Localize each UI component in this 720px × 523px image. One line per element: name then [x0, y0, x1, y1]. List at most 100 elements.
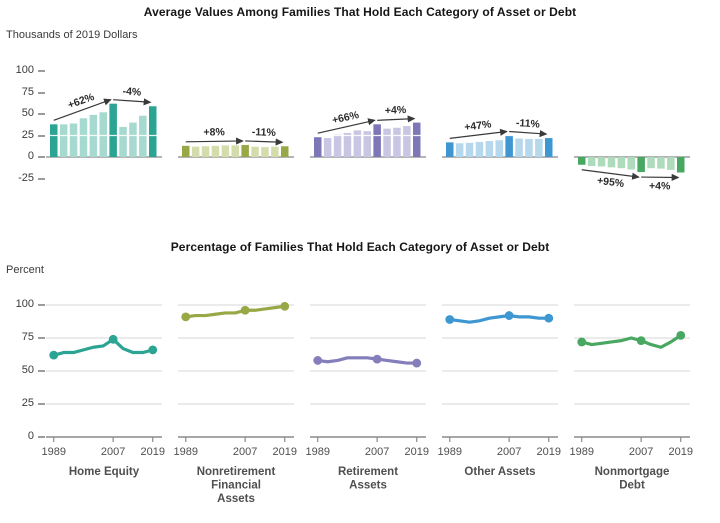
- bar-1992: [59, 124, 68, 157]
- annotation-arrow: [53, 98, 112, 121]
- bar-2001: [221, 145, 230, 157]
- category-label: Assets: [349, 480, 387, 492]
- bar-2016: [271, 146, 279, 157]
- data-point-1989: [445, 315, 455, 324]
- y-tick-label: 50: [21, 364, 34, 376]
- annotation-label: +62%: [66, 91, 96, 112]
- y-tick-label: 100: [15, 64, 34, 76]
- bar-2001: [485, 141, 494, 157]
- bar-2013: [393, 127, 401, 157]
- bar-2019: [677, 157, 685, 173]
- data-point-2019: [280, 301, 290, 311]
- category-label: Financial: [211, 480, 261, 492]
- data-point-2007: [504, 311, 514, 320]
- y-tick-mark: [38, 304, 45, 306]
- bar-2007: [373, 124, 381, 157]
- bar-2016: [403, 126, 411, 157]
- data-point-2019: [412, 358, 422, 368]
- y-tick-label: 75: [21, 85, 34, 98]
- bar-2016: [139, 115, 147, 157]
- y-tick-mark: [38, 403, 45, 405]
- x-tick-label: 2019: [405, 446, 429, 458]
- y-tick-mark: [38, 337, 45, 339]
- bar-1989: [50, 124, 58, 157]
- bar-2004: [627, 157, 635, 170]
- data-point-1989: [49, 350, 59, 360]
- bar-1989: [182, 145, 190, 157]
- x-tick-label: 1989: [570, 446, 594, 458]
- bar-1998: [475, 141, 484, 157]
- data-point-2007: [636, 336, 646, 346]
- bar-panel-nonretirement-financial-assets: +8% -11%: [178, 126, 294, 158]
- bar-1995: [597, 157, 606, 167]
- bar-1992: [191, 146, 200, 157]
- category-label: Debt: [619, 480, 645, 492]
- annotation-label: +66%: [331, 109, 361, 127]
- bar-2010: [119, 126, 127, 157]
- y-tick-label: 25: [21, 128, 34, 141]
- annotation-arrow: [245, 138, 284, 146]
- category-label: Nonretirement: [197, 466, 276, 478]
- y-tick-mark: [38, 370, 45, 372]
- data-point-2019: [544, 313, 554, 323]
- bar-1998: [607, 157, 616, 168]
- bar-2004: [99, 112, 107, 157]
- y-tick-mark: [38, 156, 45, 158]
- data-point-2007: [372, 354, 382, 364]
- bar-panel-other-assets: +47% -11%: [442, 117, 558, 158]
- bar-panel-home-equity: +62% -4%: [46, 85, 162, 158]
- bar-2019: [413, 122, 421, 157]
- annotation-arrow: [113, 98, 152, 106]
- data-point-2007: [108, 334, 118, 344]
- category-label: Nonmortgage: [595, 466, 670, 478]
- y-tick-label: -25: [18, 171, 34, 184]
- x-tick-label: 1989: [174, 446, 198, 458]
- y-tick-label: 75: [21, 331, 34, 343]
- annotation-arrow: [449, 128, 508, 139]
- bar-2013: [525, 138, 533, 157]
- bar-panel-retirement-assets: +66% +4%: [310, 104, 426, 158]
- x-tick-label: 1989: [438, 446, 462, 458]
- y-tick-mark: [38, 134, 45, 137]
- annotation-label: +4%: [649, 180, 671, 192]
- bar-panel-nonmortgage-debt: +95% +4%: [574, 156, 690, 192]
- data-point-1989: [577, 337, 587, 347]
- bar-1995: [201, 146, 210, 157]
- bar-2013: [129, 122, 137, 157]
- data-point-1989: [313, 356, 323, 365]
- category-label: Assets: [217, 493, 255, 505]
- x-tick-label: 2019: [537, 446, 561, 458]
- data-point-2019: [676, 330, 686, 340]
- annotation-label: +47%: [464, 118, 493, 133]
- bar-2019: [281, 146, 289, 157]
- bar-1998: [211, 145, 220, 157]
- annotation-arrow: [581, 169, 640, 180]
- bar-2016: [535, 138, 543, 157]
- bar-2010: [251, 146, 259, 157]
- y-tick-mark: [38, 70, 45, 72]
- bar-1995: [333, 134, 342, 157]
- data-line: [184, 304, 287, 319]
- annotation-label: +95%: [596, 175, 625, 190]
- annotation-arrow: [509, 130, 548, 138]
- line-panel-nonmortgage-debt: 1989 2007 2019 Nonmortgage Debt: [570, 304, 693, 492]
- x-tick-label: 2019: [669, 446, 693, 458]
- y-tick-mark: [38, 113, 45, 115]
- data-point-1989: [181, 312, 191, 322]
- annotation-label: +4%: [385, 104, 408, 117]
- annotation-label: -11%: [516, 117, 541, 131]
- x-tick-label: 2007: [233, 446, 257, 458]
- bar-1995: [69, 123, 78, 157]
- annotation-arrow: [377, 115, 416, 123]
- data-line: [52, 337, 155, 357]
- data-line: [448, 313, 551, 324]
- bar-2004: [363, 131, 371, 157]
- bar-2019: [149, 106, 157, 157]
- bar-2007: [241, 144, 249, 157]
- bar-2004: [231, 145, 239, 157]
- bar-1992: [323, 138, 332, 157]
- category-label: Retirement: [338, 466, 398, 478]
- data-line: [316, 356, 419, 365]
